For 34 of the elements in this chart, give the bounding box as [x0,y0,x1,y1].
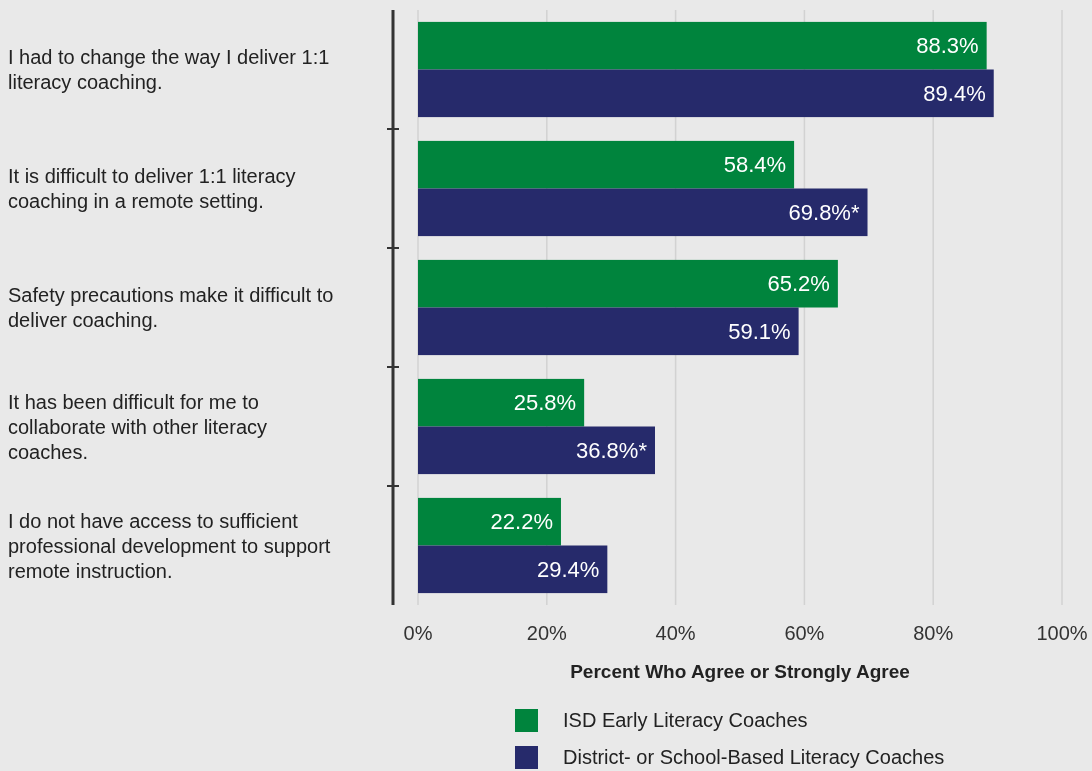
bar [418,259,838,308]
y-tick-label: I do not have access to sufficient professional development to support remote instruction. [8,509,331,582]
data-label: 88.3% [916,33,979,59]
x-tick-label: 80% [913,622,954,644]
legend-label: District- or School-Based Literacy Coaches [563,746,945,768]
y-tick-label: Safety precautions make it difficult to deliver coaching. [8,284,334,331]
x-tick-label: 60% [784,622,825,644]
bar [418,307,799,356]
data-label: 36.8%* [576,438,648,463]
legend-label: ISD Early Literacy Coaches [563,709,808,731]
bar [418,545,608,594]
data-label: 89.4% [923,81,986,106]
bar [418,140,795,189]
x-tick-label: 0% [403,622,433,644]
x-axis-title: Percent Who Agree or Strongly Agree [570,660,910,682]
bar [418,188,868,237]
bar [418,21,987,70]
data-label: 65.2% [767,271,830,297]
x-tick-label: 20% [526,622,568,644]
y-tick-label: It has been difficult for me to collaborate with other literacy coaches. [8,390,268,463]
data-label: 58.4% [723,152,787,178]
data-label: 29.4% [536,557,600,582]
data-label: 25.8% [513,390,577,416]
data-label: 22.2% [490,509,553,535]
y-tick-label: It is difficult to deliver 1:1 literacy coaching in a remote setting. [8,165,296,212]
x-tick-label: 40% [655,622,696,644]
y-tick-label: I had to change the way I deliver 1:1 literacy coaching. [8,46,330,93]
bar [418,69,994,118]
bar [418,426,655,475]
x-tick-label: 100% [1036,622,1088,644]
data-label: 59.1% [728,319,791,344]
data-label: 69.8%* [788,200,860,225]
bar [418,497,561,546]
bar [418,378,585,427]
